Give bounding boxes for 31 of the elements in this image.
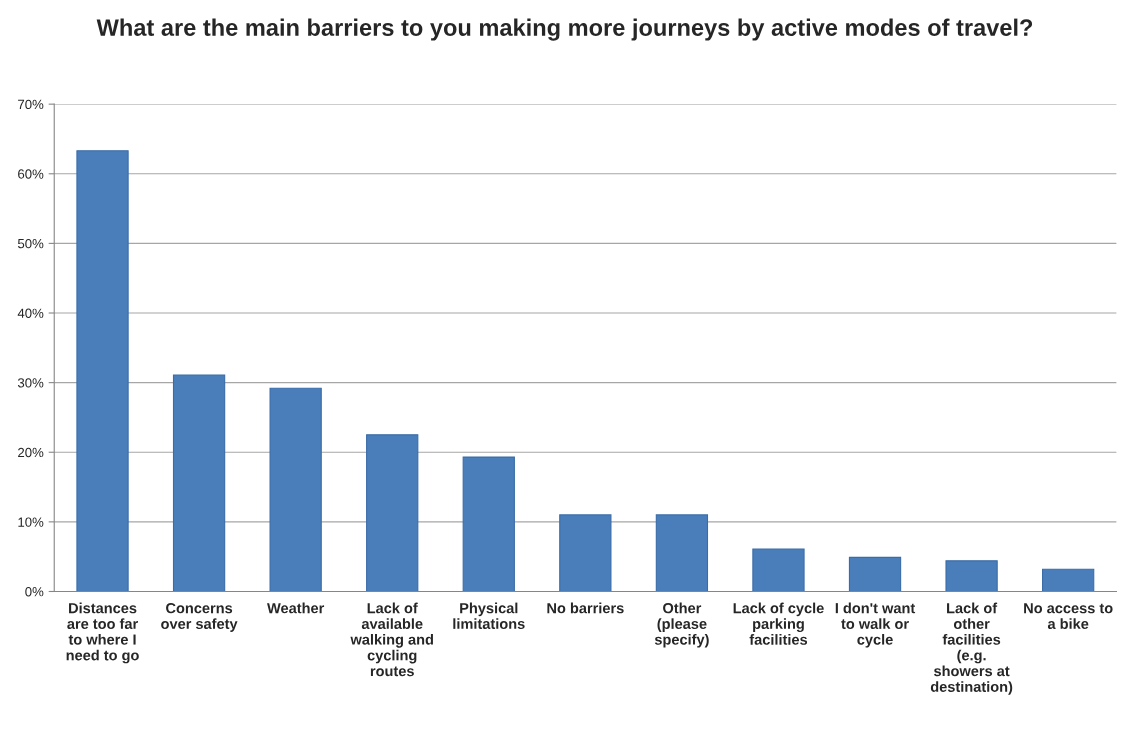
bar	[945, 560, 998, 592]
bar	[172, 374, 226, 592]
x-tick-label: Concerns over safety	[161, 602, 238, 632]
bar	[848, 556, 902, 592]
bar	[269, 387, 322, 592]
bar	[76, 150, 129, 592]
x-tick-label: Weather	[267, 602, 325, 614]
x-tick-label: No access to a bike	[1024, 603, 1113, 630]
x-tick-label: Lack of cycle parking facilities	[733, 602, 824, 645]
x-tick-label: Lack of available walking and cycling routes	[350, 602, 433, 677]
y-tick-label: 20%	[18, 447, 44, 458]
x-tick-label: I don't want to walk or cycle	[835, 602, 916, 648]
bar	[655, 514, 709, 592]
y-tick-label: 0%	[25, 587, 44, 597]
bar	[752, 548, 805, 592]
y-tick-label: 40%	[17, 308, 44, 318]
bar	[1042, 568, 1095, 592]
y-tick-label: 30%	[17, 378, 44, 388]
y-tick-label: 50%	[17, 238, 44, 249]
y-tick-label: 60%	[18, 169, 44, 179]
y-tick-label: 10%	[18, 517, 44, 527]
x-tick-label: Other (please specify)	[654, 602, 709, 648]
x-tick-label: No barriers	[547, 602, 624, 614]
x-tick-label: Distances are too far to where I need to go	[66, 602, 139, 664]
bar	[559, 514, 612, 592]
y-tick-label: 70%	[18, 99, 44, 110]
chart-title: What are the main barriers to you making more journeys by active modes of travel?	[96, 18, 1033, 41]
bar	[462, 456, 515, 592]
x-tick-label: Physical limitations	[453, 602, 525, 630]
x-tick-label: Lack of other facilities (e.g. showers at destination)	[930, 602, 1013, 695]
bar	[366, 434, 419, 592]
